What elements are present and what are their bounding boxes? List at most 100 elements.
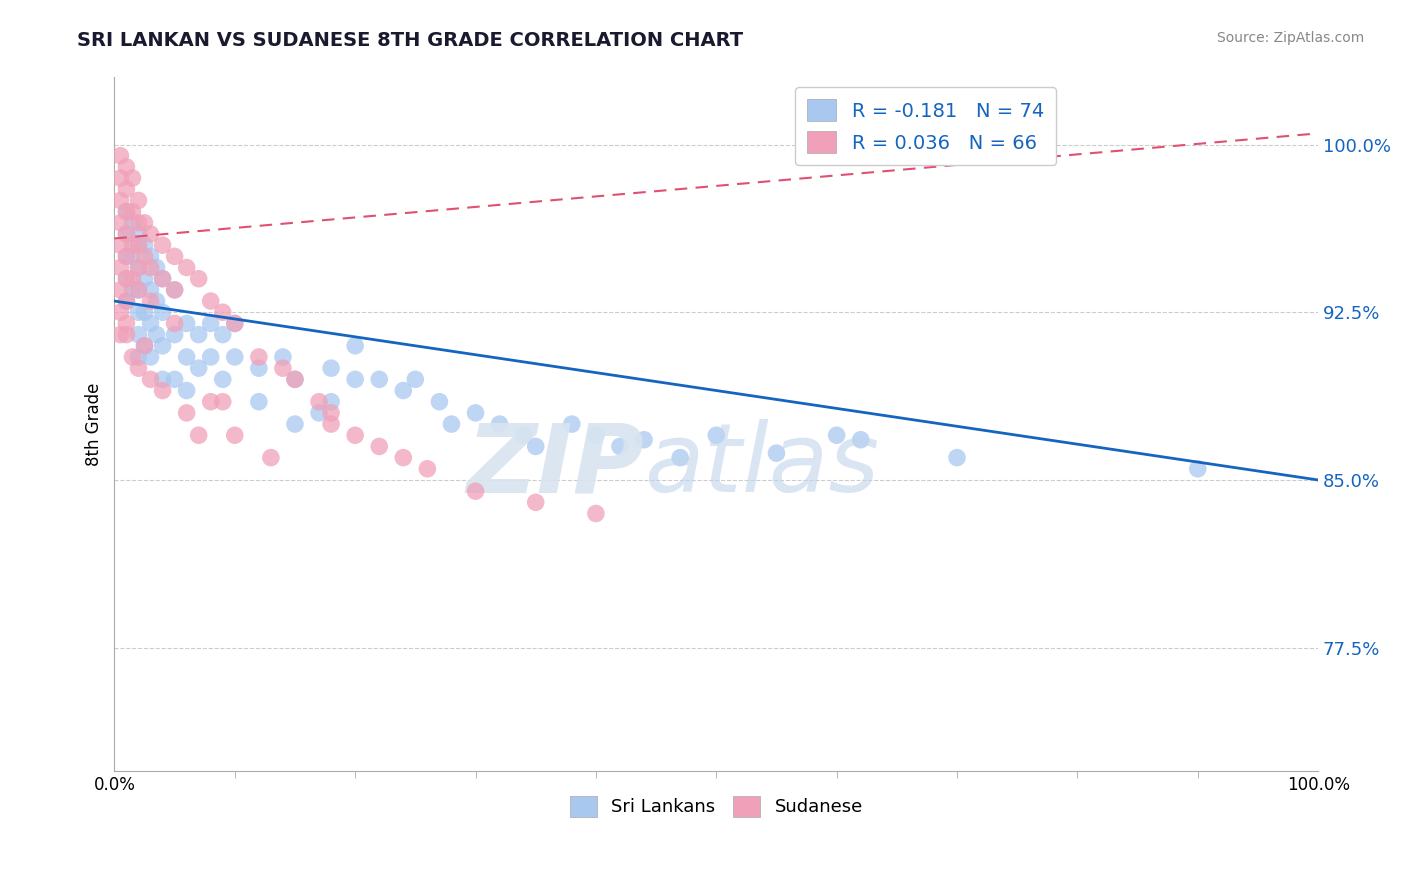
Point [319,406,342,420]
Point [110,171,132,186]
Point [121,171,143,186]
Point [139,249,162,263]
Point [127,283,149,297]
Point [127,260,149,275]
Point [127,227,149,241]
Point [127,305,149,319]
Point [416,462,439,476]
Point [368,439,391,453]
Point [145,294,167,309]
Legend: Sri Lankans, Sudanese: Sri Lankans, Sudanese [562,789,870,824]
Point [319,394,342,409]
Point [110,305,132,319]
Point [121,350,143,364]
Point [115,249,138,263]
Point [187,428,209,442]
Point [134,216,156,230]
Point [512,428,534,442]
Point [176,406,198,420]
Point [127,350,149,364]
Point [134,305,156,319]
Point [121,204,143,219]
Point [247,350,270,364]
Point [121,238,143,252]
Point [110,238,132,252]
Point [152,305,174,319]
Point [284,372,307,386]
Point [163,283,186,297]
Point [152,384,174,398]
Point [127,283,149,297]
Point [115,249,138,263]
Point [825,428,848,442]
Point [176,384,198,398]
Point [284,372,307,386]
Point [224,350,246,364]
Point [247,394,270,409]
Point [127,361,149,376]
Point [488,417,510,431]
Point [163,327,186,342]
Point [260,450,283,465]
Point [127,194,149,208]
Point [344,372,367,386]
Point [115,294,138,309]
Point [134,249,156,263]
Point [392,450,415,465]
Point [110,149,132,163]
Point [669,450,692,465]
Point [115,227,138,241]
Point [115,204,138,219]
Point [121,283,143,297]
Point [152,271,174,285]
Point [704,428,727,442]
Point [368,372,391,386]
Text: SRI LANKAN VS SUDANESE 8TH GRADE CORRELATION CHART: SRI LANKAN VS SUDANESE 8TH GRADE CORRELA… [77,31,744,50]
Point [163,249,186,263]
Point [139,227,162,241]
Point [224,428,246,442]
Point [200,294,222,309]
Point [163,317,186,331]
Point [115,271,138,285]
Point [211,372,233,386]
Point [152,238,174,252]
Point [115,271,138,285]
Point [271,361,294,376]
Point [127,260,149,275]
Point [163,372,186,386]
Point [849,433,872,447]
Point [187,271,209,285]
Point [121,271,143,285]
Point [224,317,246,331]
Point [139,260,162,275]
Point [176,350,198,364]
Point [200,317,222,331]
Point [115,182,138,196]
Point [127,216,149,230]
Point [308,394,330,409]
Point [319,417,342,431]
Point [319,361,342,376]
Point [561,417,583,431]
Point [344,428,367,442]
Point [134,238,156,252]
Point [110,260,132,275]
Point [139,372,162,386]
Point [633,433,655,447]
Point [115,294,138,309]
Point [1187,462,1209,476]
Point [139,294,162,309]
Point [115,160,138,174]
Point [145,327,167,342]
Point [211,327,233,342]
Y-axis label: 8th Grade: 8th Grade [86,383,103,466]
Point [271,350,294,364]
Point [110,283,132,297]
Point [115,204,138,219]
Point [110,216,132,230]
Point [585,428,607,442]
Point [152,339,174,353]
Point [127,327,149,342]
Point [404,372,426,386]
